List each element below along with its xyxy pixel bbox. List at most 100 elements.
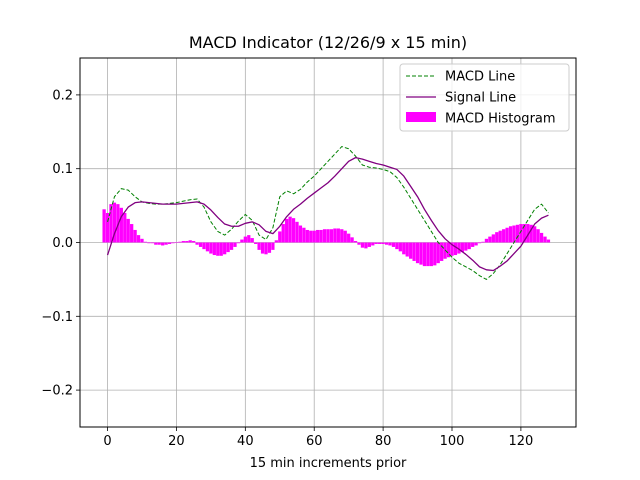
histogram-bar xyxy=(260,242,265,254)
histogram-bar xyxy=(347,233,351,243)
histogram-bar xyxy=(233,242,237,247)
histogram-bar xyxy=(450,242,454,256)
histogram-bar xyxy=(195,242,199,245)
histogram-bar xyxy=(198,242,203,247)
histogram-bar xyxy=(188,240,192,243)
x-tick-label: 20 xyxy=(168,434,185,449)
histogram-bar xyxy=(181,241,185,243)
histogram-bar xyxy=(395,242,399,250)
histogram-bar xyxy=(343,230,347,243)
histogram-bar xyxy=(212,242,216,256)
histogram-bar xyxy=(536,229,540,243)
histogram-bar xyxy=(477,242,482,244)
histogram-bar xyxy=(219,242,223,256)
histogram-bar xyxy=(495,232,499,243)
histogram-bar xyxy=(543,236,547,243)
histogram-bar xyxy=(519,224,523,243)
histogram-bar xyxy=(467,242,471,250)
histogram-bar xyxy=(243,236,247,243)
histogram-bar xyxy=(250,238,254,243)
histogram-bar xyxy=(285,218,289,243)
histogram-bar xyxy=(374,242,378,244)
histogram-bar xyxy=(229,242,234,250)
series-lines xyxy=(106,146,549,280)
histogram-bar xyxy=(154,242,158,245)
histogram-bar xyxy=(491,234,495,243)
histogram-bar xyxy=(150,242,154,244)
histogram-bar xyxy=(254,242,258,244)
histogram-bar xyxy=(381,242,385,244)
histogram-bar xyxy=(281,224,285,243)
histogram-bar xyxy=(102,209,106,243)
histogram-bar xyxy=(378,242,382,244)
histogram-bar xyxy=(398,242,402,252)
histogram-bar xyxy=(367,242,371,247)
histogram-bar xyxy=(415,242,420,264)
x-axis-ticks: 0 20 40 60 80 100 120 xyxy=(103,427,533,449)
x-tick-label: 0 xyxy=(103,434,111,449)
histogram-bar xyxy=(274,240,278,243)
x-tick-label: 100 xyxy=(440,434,465,449)
histogram-bar xyxy=(474,242,478,246)
x-tick-label: 80 xyxy=(375,434,392,449)
x-tick-label: 40 xyxy=(237,434,254,449)
histogram-bar xyxy=(384,242,389,245)
histogram-bar xyxy=(109,204,113,243)
histogram-bar xyxy=(426,242,430,267)
histogram-bar xyxy=(133,229,137,243)
histogram-bar xyxy=(436,242,440,264)
histogram-bar xyxy=(508,226,513,243)
histogram-bar xyxy=(457,242,461,254)
histogram-bar xyxy=(388,242,392,246)
legend-swatch-histogram xyxy=(406,112,436,122)
histogram-bar xyxy=(329,229,334,243)
histogram-bar xyxy=(136,235,141,243)
histogram-bar xyxy=(161,242,165,246)
histogram-bar xyxy=(223,242,227,255)
histogram-bar xyxy=(240,239,244,243)
histogram-bar xyxy=(171,242,175,244)
histogram-bar xyxy=(216,242,220,256)
histogram-bar xyxy=(278,231,282,243)
histogram-bar xyxy=(174,242,179,243)
histogram-bar xyxy=(360,242,365,248)
histogram-bar xyxy=(143,241,148,243)
histogram-bar xyxy=(446,242,451,258)
histogram-bar xyxy=(529,224,533,243)
y-tick-label: 0.0 xyxy=(52,236,73,251)
histogram-bar xyxy=(247,235,251,243)
histogram-bar xyxy=(105,212,110,243)
legend-box xyxy=(399,63,570,132)
histogram-bar xyxy=(316,229,320,243)
histogram-bar xyxy=(312,230,316,243)
histogram-bar xyxy=(512,225,516,243)
histogram-bar xyxy=(412,242,416,261)
histogram-bar xyxy=(429,242,433,267)
histogram-bar xyxy=(295,221,299,243)
histogram-bar xyxy=(440,242,444,261)
histogram-bar xyxy=(484,238,489,243)
histogram-bar xyxy=(147,242,151,244)
histogram-bar xyxy=(471,242,475,247)
histogram-bar xyxy=(481,241,485,243)
legend-label-macd: MACD Line xyxy=(445,70,515,85)
x-tick-label: 60 xyxy=(306,434,323,449)
histogram-bar xyxy=(357,242,361,245)
y-tick-label: 0.2 xyxy=(52,88,73,103)
histogram-bar xyxy=(185,241,189,243)
histogram-bar xyxy=(123,212,127,243)
histogram-bar xyxy=(353,241,358,243)
histogram-bar xyxy=(226,242,230,253)
histogram-bar xyxy=(236,242,241,244)
histogram-bars xyxy=(102,202,551,267)
histogram-bar xyxy=(305,229,309,243)
histogram-bar xyxy=(264,242,268,255)
histogram-bar xyxy=(112,202,117,243)
histogram-bar xyxy=(167,242,172,244)
macd-line xyxy=(107,146,549,280)
histogram-bar xyxy=(505,227,509,243)
histogram-bar xyxy=(326,229,330,243)
histogram-bar xyxy=(205,242,210,252)
histogram-bar xyxy=(322,229,327,243)
histogram-bar xyxy=(288,216,292,243)
